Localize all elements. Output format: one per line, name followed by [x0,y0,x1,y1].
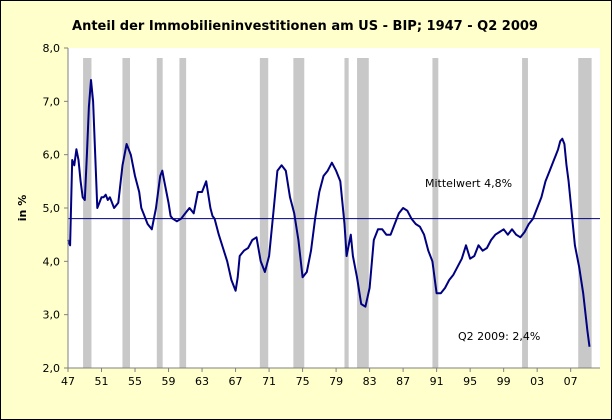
x-tick-label: 63 [195,375,209,388]
recession-bands [83,58,592,368]
recession-band [156,58,163,368]
x-tick-label: 51 [95,375,109,388]
recession-band [83,58,92,368]
y-tick-label: 5,0 [43,202,61,215]
y-axis-ticks: 2,0 3,0 4,0 5,0 6,0 7,0 8,0 [43,42,68,375]
x-tick-label: 83 [363,375,377,388]
recession-band [578,58,592,368]
recession-band [357,58,369,368]
recession-band [122,58,130,368]
x-tick-label: 71 [262,375,276,388]
recession-band [259,58,269,368]
y-tick-label: 4,0 [43,255,61,268]
x-tick-label: 59 [162,375,176,388]
y-tick-label: 8,0 [43,42,61,55]
series-layer [67,79,591,347]
y-axis-label: in % [16,195,29,221]
x-tick-label: 47 [61,375,75,388]
y-tick-label: 3,0 [43,309,61,322]
x-tick-label: 91 [430,375,444,388]
series-line [67,79,591,347]
recession-band [179,58,187,368]
recession-band [344,58,349,368]
y-tick-label: 6,0 [43,149,61,162]
x-tick-label: 55 [128,375,142,388]
y-tick-label: 7,0 [43,95,61,108]
x-tick-label: 79 [329,375,343,388]
plot-area [68,48,600,368]
x-tick-label: 67 [229,375,243,388]
x-tick-label: 75 [296,375,310,388]
x-tick-label: 99 [497,375,511,388]
end-value-label: Q2 2009: 2,4% [458,330,540,343]
recession-band [293,58,305,368]
x-tick-label: 03 [530,375,544,388]
x-tick-label: 07 [564,375,578,388]
recession-band [522,58,528,368]
x-tick-label: 95 [463,375,477,388]
mean-label: Mittelwert 4,8% [425,177,512,190]
x-axis-ticks: 47 51 55 59 63 67 71 75 79 83 87 91 95 99 03 07 [61,368,578,388]
chart-title: Anteil der Immobilieninvestitionen am US… [72,19,538,34]
x-tick-label: 87 [396,375,410,388]
y-tick-label: 2,0 [43,362,61,375]
recession-band [432,58,439,368]
